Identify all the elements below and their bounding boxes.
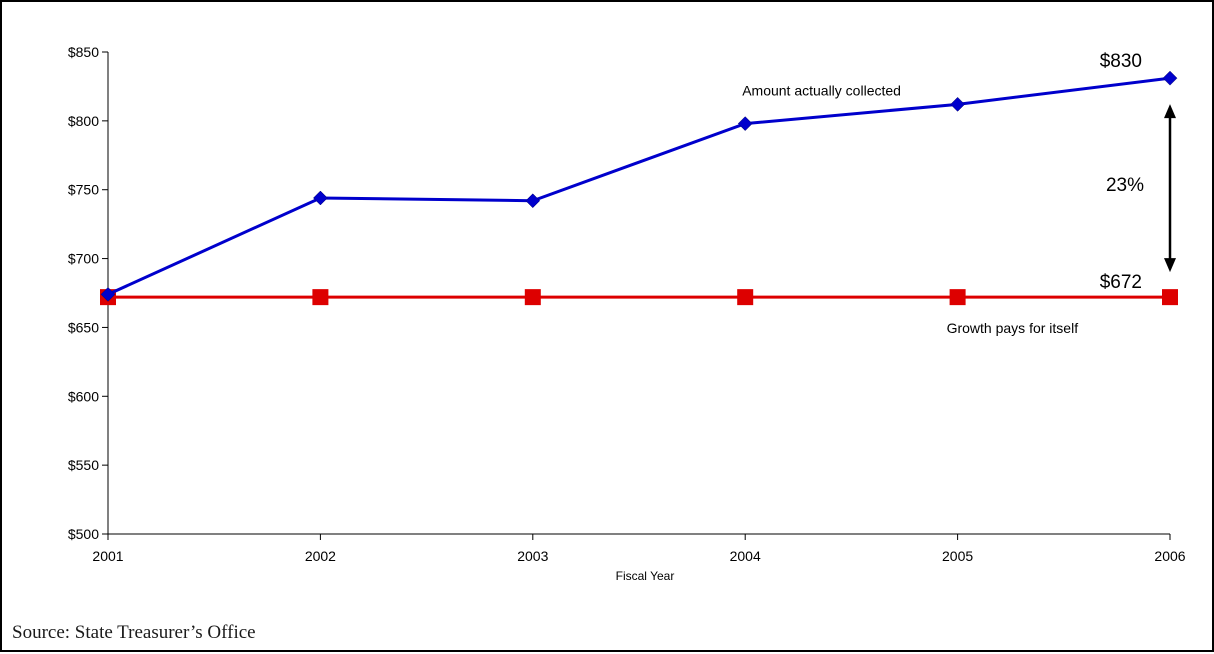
- x-tick-label: 2006: [1154, 548, 1185, 564]
- end-value-label-collected: $830: [1100, 51, 1142, 72]
- y-tick-label: $750: [68, 182, 99, 198]
- x-tick-label: 2001: [92, 548, 123, 564]
- data-point-diamond: [313, 190, 328, 206]
- y-tick-label: $850: [68, 44, 99, 60]
- series-line-collected: [107, 76, 1171, 296]
- data-point-square: [737, 289, 754, 306]
- gap-arrow-head-down: [1164, 258, 1176, 273]
- y-tick-label: $500: [68, 526, 99, 542]
- source-note: Source: State Treasurer’s Office: [12, 622, 256, 643]
- x-axis-label: Fiscal Year: [616, 569, 675, 583]
- end-value-label-growth: $672: [1100, 272, 1142, 293]
- x-tick-label: 2003: [517, 548, 548, 564]
- x-tick-label: 2005: [942, 548, 973, 564]
- data-point-diamond: [737, 116, 753, 131]
- data-point-square: [1162, 289, 1178, 306]
- data-point-diamond: [100, 287, 116, 302]
- y-tick-label: $550: [68, 457, 99, 473]
- x-tick-label: 2002: [305, 548, 336, 564]
- data-point-diamond: [1162, 70, 1178, 86]
- data-point-square: [524, 289, 541, 306]
- y-tick-label: $600: [68, 388, 99, 404]
- gap-percent-label: 23%: [1106, 175, 1144, 196]
- x-tick-label: 2004: [730, 548, 761, 564]
- y-tick-label: $700: [68, 251, 99, 267]
- data-point-square: [949, 289, 966, 306]
- gap-arrow-head-up: [1164, 104, 1176, 119]
- data-point-diamond: [525, 193, 541, 209]
- series-label-growth: Growth pays for itself: [947, 320, 1079, 336]
- series-label-collected: Amount actually collected: [742, 82, 901, 98]
- y-tick-label: $800: [68, 113, 99, 129]
- data-point-diamond: [950, 96, 965, 112]
- y-tick-label: $650: [68, 319, 99, 335]
- data-point-square: [312, 289, 329, 306]
